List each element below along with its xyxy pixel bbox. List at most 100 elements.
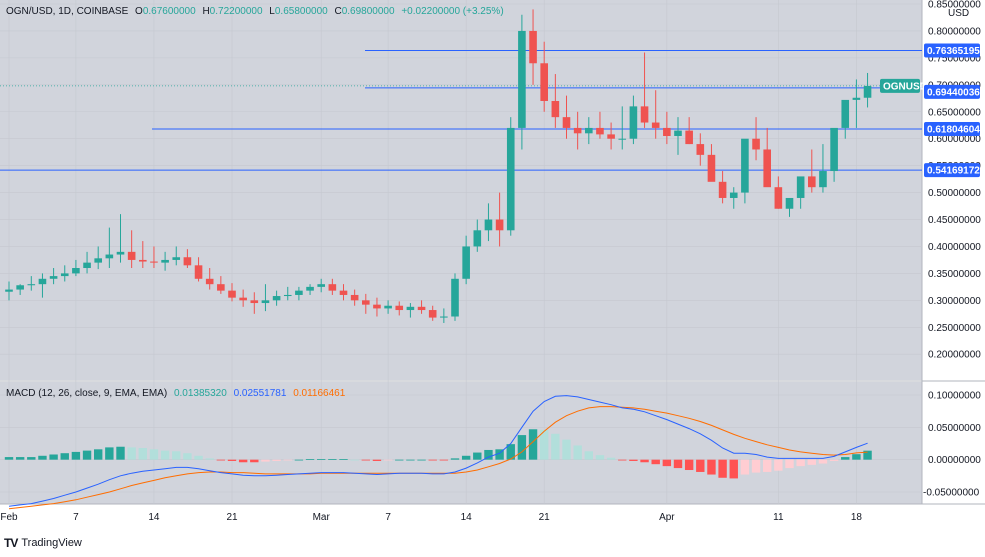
- macd-line-value: 0.02551781: [234, 388, 287, 399]
- price-axis-tick-label: 0.65000000: [928, 107, 981, 118]
- candle-body: [763, 149, 771, 188]
- high-label: H: [202, 6, 209, 17]
- candle-body: [796, 176, 805, 198]
- time-axis-label: 11: [773, 512, 784, 523]
- macd-histogram-bar: [82, 450, 92, 460]
- macd-histogram: [4, 429, 872, 479]
- macd-axis-tick-label: 0.10000000: [928, 391, 981, 402]
- macd-histogram-bar: [49, 454, 58, 460]
- macd-axis-tick-label: 0.00000000: [928, 455, 981, 466]
- price-axis-tick-label: 0.20000000: [928, 350, 981, 361]
- candle-body: [116, 251, 125, 255]
- macd-axis[interactable]: 0.10000000 0.05000000 0.00000000 -0.0500000…: [923, 391, 981, 499]
- candle-body: [596, 127, 604, 135]
- macd-histogram-bar: [138, 448, 147, 460]
- candle-body: [428, 310, 437, 318]
- time-axis-label: 7: [385, 512, 391, 523]
- candle-body: [306, 286, 314, 291]
- candle-body: [685, 130, 693, 145]
- candle-body: [774, 187, 783, 209]
- macd-histogram-bar: [707, 459, 716, 475]
- price-tag-box: [924, 84, 980, 99]
- macd-histogram-bar: [428, 459, 437, 461]
- price-tag-label: 0.61804604: [927, 124, 980, 135]
- macd-histogram-bar: [183, 453, 192, 460]
- candle-body: [38, 278, 47, 285]
- price-axis-tick-label: 0.30000000: [928, 296, 981, 307]
- macd-histogram-bar: [4, 457, 14, 460]
- macd-histogram-bar: [495, 449, 504, 460]
- macd-histogram-bar: [116, 446, 125, 460]
- candle-body: [863, 85, 872, 98]
- price-axis-tick-label: 0.60000000: [928, 134, 981, 145]
- macd-histogram-bar: [673, 459, 683, 469]
- macd-histogram-bar: [461, 455, 471, 460]
- macd-histogram-bar: [473, 452, 482, 460]
- price-pane[interactable]: [0, 0, 922, 380]
- macd-histogram-bar: [595, 455, 605, 460]
- symbol-line[interactable]: OGN/USD, 1D, COINBASE: [6, 6, 129, 17]
- candle-body: [562, 117, 571, 128]
- candle-body: [295, 290, 303, 295]
- time-axis-label: 14: [148, 512, 160, 523]
- candle-body: [362, 300, 370, 305]
- candle-body: [663, 127, 671, 137]
- macd-histogram-bar: [283, 459, 292, 461]
- macd-histogram-bar: [629, 459, 638, 461]
- candle-body: [217, 284, 225, 291]
- tradingview-brand[interactable]: TV TradingView: [4, 536, 82, 550]
- candle-body: [49, 276, 58, 279]
- candle-body: [328, 284, 337, 291]
- close-value: 0.69800000: [342, 6, 395, 17]
- macd-label[interactable]: MACD (12, 26, close, 9, EMA, EMA): [6, 388, 167, 399]
- macd-histogram-bar: [417, 459, 426, 461]
- price-tag-box: [924, 163, 980, 178]
- macd-histogram-bar: [372, 459, 382, 461]
- candle-body: [484, 219, 493, 231]
- price-tag-label: 0.69440036: [927, 87, 980, 98]
- high-value: 0.72200000: [210, 6, 263, 17]
- candle-body: [406, 306, 415, 311]
- open-label: O: [135, 6, 143, 17]
- low-label: L: [269, 6, 275, 17]
- candle-body: [640, 106, 649, 123]
- macd-histogram-bar: [852, 454, 861, 460]
- macd-legend[interactable]: MACD (12, 26, close, 9, EMA, EMA) 0.0138…: [6, 388, 346, 399]
- macd-pane[interactable]: [0, 382, 922, 504]
- candle-body: [741, 138, 749, 193]
- macd-histogram-bar: [94, 449, 103, 460]
- price-tag-box: [924, 121, 980, 136]
- macd-histogram-bar: [328, 459, 337, 460]
- macd-signal-line: [8, 406, 868, 510]
- candlesticks: [5, 9, 872, 323]
- candle-body: [785, 197, 794, 209]
- time-axis[interactable]: Feb 7 14 21 Mar 7 14 21 Apr 11 18: [0, 512, 862, 523]
- candle-body: [105, 254, 114, 259]
- macd-histogram-bar: [618, 459, 627, 461]
- candle-body: [607, 134, 615, 139]
- macd-histogram-bar: [651, 459, 660, 465]
- price-axis-tick-label: 0.45000000: [928, 215, 981, 226]
- price-axis-tick-label: 0.35000000: [928, 269, 981, 280]
- candle-body: [395, 305, 404, 311]
- macd-hist-value: 0.01385320: [174, 388, 227, 399]
- legend-header[interactable]: OGN/USD, 1D, COINBASE O0.67600000 H0.722…: [6, 6, 504, 17]
- macd-histogram-bar: [149, 449, 159, 460]
- price-axis-tick-label: 0.50000000: [928, 188, 981, 199]
- candle-body: [194, 265, 203, 279]
- macd-histogram-bar: [841, 457, 850, 460]
- macd-histogram-bar: [15, 457, 25, 460]
- macd-histogram-bar: [484, 449, 493, 460]
- grid: [0, 0, 922, 504]
- macd-histogram-bar: [573, 445, 582, 460]
- candle-body: [94, 258, 102, 263]
- price-tag-box: [880, 78, 920, 93]
- macd-histogram-bar: [517, 435, 527, 460]
- candle-body: [417, 306, 426, 311]
- candle-body: [250, 300, 259, 304]
- candle-body: [551, 100, 560, 118]
- candle-body: [462, 246, 470, 279]
- time-axis-label: 14: [461, 512, 473, 523]
- macd-histogram-bar: [261, 459, 270, 462]
